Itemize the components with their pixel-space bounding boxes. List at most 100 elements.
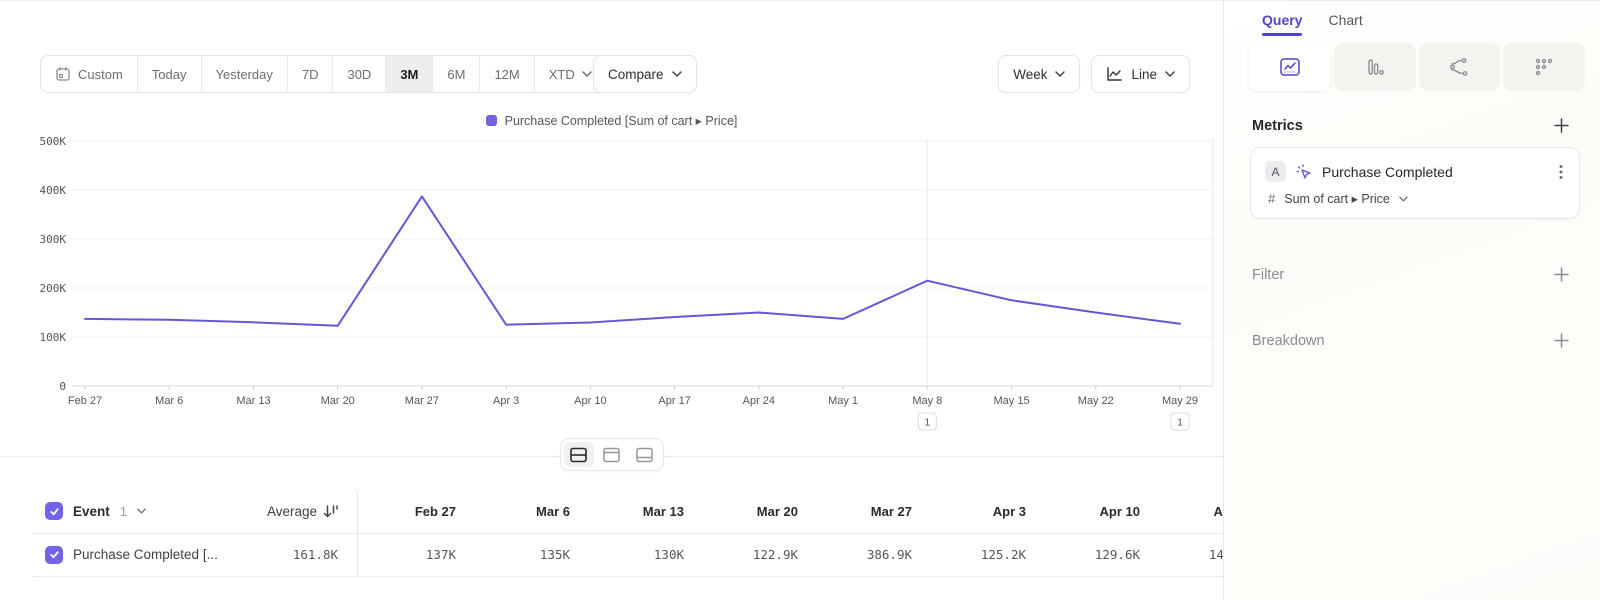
- legend-swatch: [485, 115, 497, 126]
- svg-text:May 15: May 15: [993, 395, 1029, 407]
- event-count: 1: [119, 503, 127, 519]
- chevron-down-icon: [582, 71, 592, 77]
- tab-query[interactable]: Query: [1262, 12, 1303, 36]
- range-today[interactable]: Today: [138, 56, 202, 92]
- svg-text:Apr 10: Apr 10: [574, 395, 606, 407]
- filter-section-title: Filter: [1252, 266, 1285, 283]
- chart-type-label: Line: [1131, 66, 1157, 82]
- column-header-mar-6[interactable]: Mar 6: [536, 503, 570, 519]
- table-cell: 122.9K: [752, 547, 798, 562]
- granularity-button[interactable]: Week: [998, 55, 1081, 93]
- chevron-down-icon: [1055, 71, 1066, 77]
- breakdown-section-title: Breakdown: [1252, 332, 1325, 349]
- granularity-label: Week: [1013, 66, 1048, 82]
- svg-text:Apr 17: Apr 17: [658, 395, 690, 407]
- annotation-badge[interactable]: 1: [1170, 412, 1190, 431]
- layout-bottom-button[interactable]: [630, 442, 660, 467]
- metric-menu-button[interactable]: [1557, 162, 1565, 182]
- svg-text:500K: 500K: [40, 135, 67, 148]
- svg-text:0: 0: [59, 380, 66, 393]
- metric-name: Purchase Completed: [1322, 163, 1453, 180]
- report-type-retention-button[interactable]: [1503, 43, 1585, 91]
- add-metric-button[interactable]: [1553, 117, 1570, 134]
- svg-text:100K: 100K: [40, 331, 67, 344]
- annotation-badge[interactable]: 1: [917, 412, 937, 431]
- tab-chart[interactable]: Chart: [1328, 12, 1363, 28]
- column-header-apr-10[interactable]: Apr 10: [1099, 503, 1140, 519]
- chart-legend[interactable]: Purchase Completed [Sum of cart ▸ Price]: [0, 113, 1223, 128]
- range-yesterday[interactable]: Yesterday: [202, 56, 288, 92]
- number-type-icon: #: [1268, 191, 1276, 206]
- svg-text:200K: 200K: [40, 282, 67, 295]
- range-xtd[interactable]: XTD: [535, 56, 606, 92]
- aggregation-selector[interactable]: # Sum of cart ▸ Price: [1268, 191, 1565, 206]
- line-chart-icon: [1279, 57, 1301, 77]
- average-column-header[interactable]: Average: [266, 503, 317, 519]
- range-12m[interactable]: 12M: [480, 56, 535, 92]
- add-filter-button[interactable]: [1553, 266, 1570, 283]
- column-header-apr-17[interactable]: Apr 17: [1213, 503, 1223, 519]
- breakdown-table: Event 1 Average Feb 27 Mar 6 Mar 13 Mar 20 M…: [0, 489, 1223, 600]
- metrics-section-title: Metrics: [1252, 117, 1303, 134]
- svg-text:Mar 6: Mar 6: [155, 395, 183, 407]
- chevron-down-icon: [671, 71, 682, 77]
- svg-text:Feb 27: Feb 27: [68, 395, 102, 407]
- table-cell: 140.9K: [1208, 547, 1223, 562]
- range-custom[interactable]: Custom: [41, 56, 138, 92]
- svg-text:Apr 24: Apr 24: [743, 395, 775, 407]
- aggregation-label: Sum of cart ▸ Price: [1284, 192, 1390, 206]
- metric-card[interactable]: A Purchase Completed # Sum of cart ▸ Pri…: [1250, 147, 1580, 219]
- column-header-feb-27[interactable]: Feb 27: [414, 503, 456, 519]
- range-30d[interactable]: 30D: [333, 56, 387, 92]
- svg-text:1: 1: [1177, 417, 1183, 429]
- svg-text:300K: 300K: [40, 233, 67, 246]
- svg-text:Apr 3: Apr 3: [493, 395, 519, 407]
- metric-letter-badge: A: [1265, 161, 1286, 182]
- average-value: 161.8K: [292, 547, 338, 562]
- bar-chart-icon: [1364, 57, 1386, 77]
- column-header-mar-20[interactable]: Mar 20: [756, 503, 798, 519]
- line-chart-icon: [1106, 66, 1123, 82]
- row-checkbox[interactable]: [45, 545, 63, 564]
- table-divider: [33, 576, 1223, 577]
- report-type-insights-button[interactable]: [1249, 43, 1331, 91]
- table-cell: 125.2K: [980, 547, 1026, 562]
- report-type-switcher: [1249, 43, 1585, 91]
- report-type-funnels-button[interactable]: [1333, 43, 1416, 91]
- svg-text:400K: 400K: [40, 184, 67, 197]
- event-column-header[interactable]: Event: [73, 503, 110, 519]
- svg-text:May 29: May 29: [1162, 395, 1198, 407]
- range-7d[interactable]: 7D: [288, 56, 334, 92]
- layout-top-button[interactable]: [597, 442, 627, 467]
- column-header-mar-27[interactable]: Mar 27: [870, 503, 912, 519]
- table-cell: 386.9K: [866, 547, 912, 562]
- svg-text:Mar 27: Mar 27: [405, 395, 439, 407]
- svg-text:Mar 13: Mar 13: [236, 395, 270, 407]
- report-type-flows-button[interactable]: [1418, 43, 1501, 91]
- legend-label: Purchase Completed [Sum of cart ▸ Price]: [504, 114, 738, 128]
- column-header-apr-3[interactable]: Apr 3: [992, 503, 1026, 519]
- table-row[interactable]: Purchase Completed [... 161.8K 137K 135K 1…: [0, 533, 1223, 576]
- table-cell: 137K: [425, 547, 456, 562]
- column-header-mar-13[interactable]: Mar 13: [642, 503, 684, 519]
- svg-text:May 22: May 22: [1078, 395, 1114, 407]
- add-breakdown-button[interactable]: [1553, 332, 1570, 349]
- svg-text:May 1: May 1: [828, 395, 858, 407]
- select-all-checkbox[interactable]: [45, 502, 63, 520]
- date-range-selector: Custom Today Yesterday 7D 30D 3M 6M 12M XTD: [40, 55, 607, 93]
- layout-split-button[interactable]: [563, 442, 594, 467]
- range-3m[interactable]: 3M: [386, 56, 434, 92]
- range-6m[interactable]: 6M: [433, 56, 481, 92]
- sort-descending-icon[interactable]: [323, 504, 338, 518]
- svg-text:Mar 20: Mar 20: [321, 395, 355, 407]
- compare-button[interactable]: Compare: [593, 55, 697, 93]
- table-cell: 129.6K: [1094, 547, 1140, 562]
- table-divider: [33, 533, 1223, 534]
- line-chart[interactable]: 0 100K 200K 300K 400K 500K Feb 27 Mar 6 Mar 13 Ma…: [0, 129, 1223, 443]
- table-cell: 135K: [539, 547, 570, 562]
- chevron-down-icon[interactable]: [137, 508, 146, 514]
- chevron-down-icon: [1399, 196, 1408, 202]
- chart-type-button[interactable]: Line: [1091, 55, 1190, 93]
- series-name: Purchase Completed [...: [73, 547, 218, 562]
- layout-toggle: [559, 438, 664, 471]
